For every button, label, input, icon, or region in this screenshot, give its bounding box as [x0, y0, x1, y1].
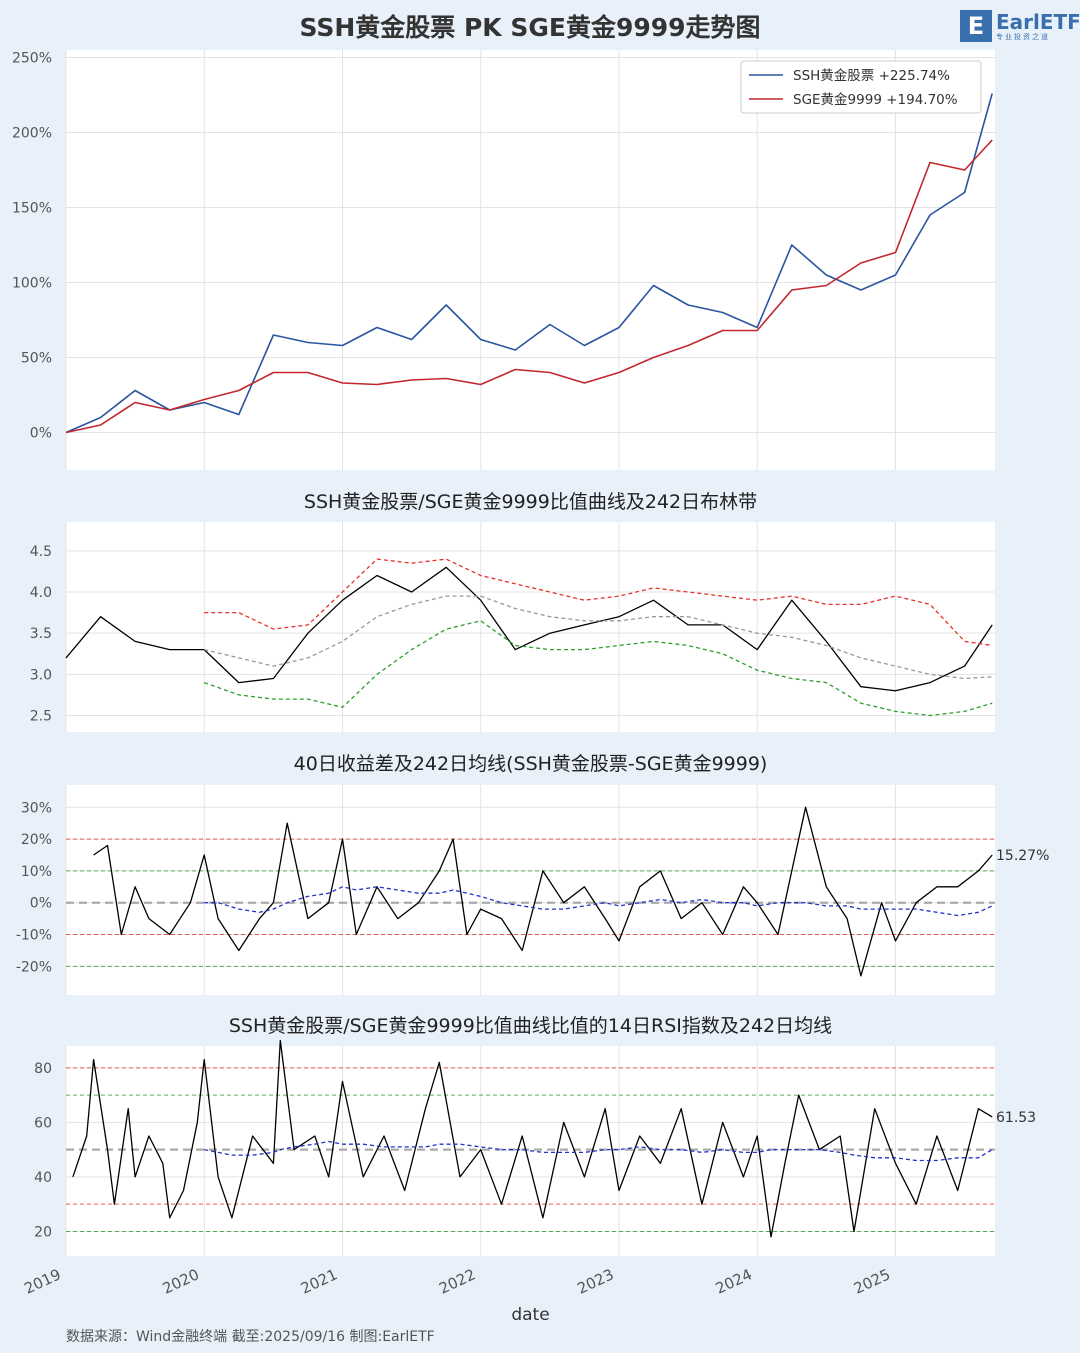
legend-box [740, 60, 982, 114]
x-axis-label: date [511, 1305, 549, 1325]
series-line [72, 1039, 993, 1238]
y-tick-label: 150% [12, 201, 52, 217]
series-line [65, 566, 993, 692]
plot-area [66, 785, 995, 995]
y-tick-label: 250% [12, 51, 52, 67]
x-tick-label: 2020 [160, 1265, 202, 1297]
y-tick-label: 3.5 [30, 626, 52, 642]
y-tick-label: -20% [16, 959, 52, 975]
y-tick-label: -10% [16, 928, 52, 944]
last-value-label: 15.27% [996, 848, 1049, 864]
y-tick-label: 40 [34, 1170, 52, 1186]
series-line [65, 93, 993, 434]
y-tick-label: 20% [21, 832, 52, 848]
panel-title: SSH黄金股票/SGE黄金9999比值曲线比值的14日RSI指数及242日均线 [229, 1015, 832, 1037]
y-tick-label: 3.0 [30, 667, 52, 683]
last-value-label: 61.53 [996, 1110, 1036, 1126]
x-tick-label: 2019 [21, 1265, 63, 1297]
y-tick-label: 50% [21, 351, 52, 367]
y-tick-label: 200% [12, 126, 52, 142]
x-tick-label: 2022 [436, 1265, 478, 1297]
panel-title: SSH黄金股票/SGE黄金9999比值曲线及242日布林带 [304, 491, 757, 513]
series-line [204, 886, 993, 917]
x-tick-label: 2023 [574, 1265, 616, 1297]
logo-text: EarlETF [996, 10, 1080, 34]
series-line [203, 620, 993, 717]
x-tick-label: 2021 [298, 1265, 340, 1297]
logo-subtitle: 专业投资之道 [996, 33, 1050, 41]
data-source-footer: 数据来源：Wind金融终端 截至:2025/09/16 制图:EarlETF [66, 1329, 435, 1345]
y-tick-label: 0% [30, 426, 52, 442]
panel-title: 40日收益差及242日均线(SSH黄金股票-SGE黄金9999) [294, 753, 768, 775]
y-tick-label: 4.5 [30, 544, 52, 560]
series-line [204, 595, 993, 680]
x-tick-label: 2024 [713, 1265, 755, 1297]
y-tick-label: 100% [12, 276, 52, 292]
series-line [204, 1140, 993, 1162]
y-tick-label: 30% [21, 800, 52, 816]
y-tick-label: 2.5 [30, 709, 52, 725]
legend-entry: SSH黄金股票 +225.74% [793, 68, 950, 84]
y-tick-label: 10% [21, 864, 52, 880]
series-line [65, 139, 993, 434]
y-tick-label: 0% [30, 896, 52, 912]
y-tick-label: 4.0 [30, 585, 52, 601]
y-tick-label: 80 [34, 1061, 52, 1077]
plot-area [66, 522, 995, 732]
y-tick-label: 20 [34, 1224, 52, 1240]
series-line [93, 806, 993, 977]
y-tick-label: 60 [34, 1115, 52, 1131]
legend-entry: SGE黄金9999 +194.70% [793, 92, 958, 108]
x-tick-label: 2025 [851, 1265, 893, 1297]
page-title: SSH黄金股票 PK SGE黄金9999走势图 [299, 13, 761, 42]
plot-area [66, 50, 995, 470]
logo-icon: E [960, 10, 992, 42]
logo: E EarlETF 专业投资之道 [960, 8, 1080, 44]
series-line [204, 558, 993, 647]
